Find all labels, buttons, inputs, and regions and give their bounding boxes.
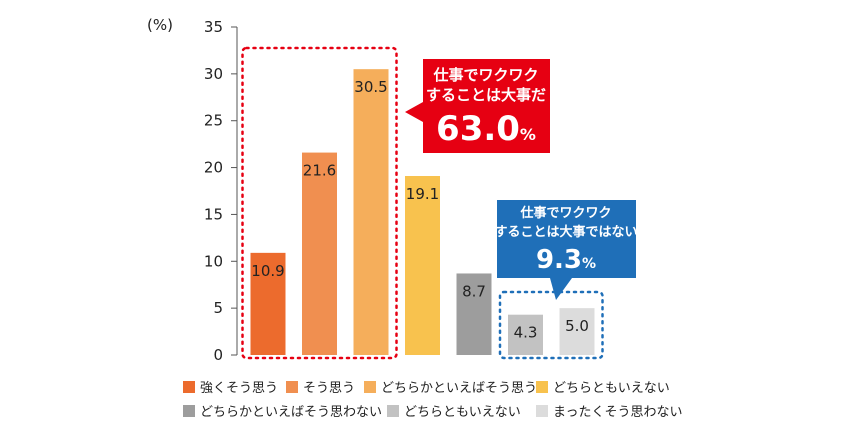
bar-value-label: 21.6	[303, 162, 336, 180]
bar	[250, 252, 286, 355]
y-tick-label: 10	[204, 252, 223, 270]
legend-label: そう思う	[303, 381, 355, 396]
legend-label: 強くそう思う	[200, 381, 278, 396]
legend-label: どちらともいえない	[404, 405, 521, 420]
y-tick-label: 20	[204, 159, 223, 177]
agree-callout-percent-sign: %	[520, 125, 536, 144]
y-tick-label: 0	[213, 346, 223, 364]
legend-swatch	[286, 381, 298, 393]
agree-callout-box	[405, 59, 550, 153]
disagree-group-border	[498, 290, 604, 360]
bar	[508, 314, 543, 355]
bar-value-label: 19.1	[406, 185, 439, 203]
disagree-callout: 仕事でワクワク することは大事ではない 9.3%	[494, 200, 638, 300]
legend-label: どちらともいえない	[553, 381, 670, 396]
disagree-callout-box	[497, 200, 636, 300]
bar-value-label: 5.0	[565, 317, 589, 335]
agree-callout-line1: 仕事でワクワク	[432, 66, 538, 84]
bar	[405, 176, 440, 355]
disagree-callout-line2: することは大事ではない	[494, 224, 637, 240]
bar-value-label: 10.9	[251, 262, 284, 280]
agree-callout-percent: 63.0%	[436, 109, 536, 149]
y-tick-label: 30	[204, 65, 223, 83]
bar-value-label: 4.3	[514, 324, 538, 342]
bar	[456, 273, 492, 355]
bar-value-label: 30.5	[354, 78, 387, 96]
bar	[559, 308, 595, 355]
disagree-callout-percent: 9.3%	[536, 245, 596, 275]
legend-label: まったくそう思わない	[553, 405, 682, 420]
agree-callout: 仕事でワクワク することは大事だ 63.0%	[405, 59, 550, 153]
y-tick-label: 25	[204, 112, 223, 130]
legend-swatch	[183, 381, 195, 393]
agree-callout-percent-value: 63.0	[436, 109, 520, 149]
legend-swatch	[387, 405, 399, 417]
legend-swatch	[364, 381, 376, 393]
bar	[302, 152, 337, 355]
legend: 強くそう思う そう思う どちらかといえばそう思う どちらともいえないどちらかといえばそ…	[183, 381, 682, 420]
bar-value-label: 8.7	[462, 282, 486, 300]
disagree-callout-line1: 仕事でワクワク	[519, 205, 611, 221]
data-labels: 10.9 21.6 30.5 19.1 8.7 4.3 5.0	[251, 78, 589, 342]
agree-group-border	[241, 46, 398, 360]
bars	[250, 69, 595, 356]
legend-label: どちらかといえばそう思う	[381, 381, 537, 396]
y-axis: 0 5 10 15 20 25 30 35	[204, 18, 238, 364]
bar	[353, 69, 389, 356]
y-unit-label: (%)	[147, 16, 173, 34]
disagree-callout-percent-sign: %	[582, 256, 596, 272]
disagree-callout-percent-value: 9.3	[536, 245, 582, 275]
legend-swatch	[183, 405, 195, 417]
agree-callout-line2: することは大事だ	[426, 86, 546, 104]
y-tick-label: 15	[204, 205, 223, 223]
legend-label: どちらかといえばそう思わない	[200, 405, 382, 420]
legend-swatch	[536, 405, 548, 417]
y-tick-label: 5	[213, 299, 223, 317]
y-tick-label: 35	[204, 18, 223, 36]
legend-swatch	[536, 381, 548, 393]
